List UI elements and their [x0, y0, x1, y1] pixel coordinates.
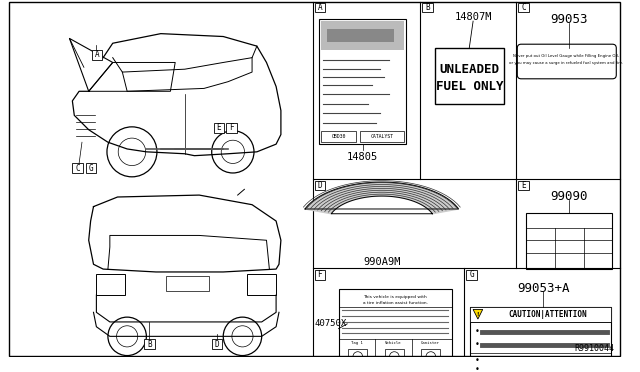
Text: CAUTION|ATTENTION: CAUTION|ATTENTION	[509, 310, 588, 319]
Bar	[360, 131, 404, 142]
Bar	[314, 270, 325, 280]
Bar	[435, 48, 504, 104]
Bar	[72, 163, 83, 173]
Bar	[339, 289, 452, 368]
Text: C: C	[521, 3, 526, 12]
Bar	[86, 163, 97, 173]
Text: •: •	[475, 356, 480, 365]
Text: Vehicle: Vehicle	[385, 341, 402, 345]
Text: OBD30: OBD30	[332, 134, 346, 139]
Bar	[319, 19, 406, 144]
Bar	[421, 349, 440, 364]
Text: E: E	[521, 181, 526, 190]
Text: F: F	[317, 270, 322, 279]
Text: C: C	[76, 164, 80, 173]
Text: 99090: 99090	[550, 190, 588, 203]
Text: UNLEADED: UNLEADED	[439, 63, 499, 76]
Text: Never put out Oil Level Gauge while Filling Engine Oil,: Never put out Oil Level Gauge while Fill…	[513, 54, 620, 58]
Text: 990A9M: 990A9M	[363, 257, 401, 267]
Bar	[247, 274, 276, 295]
Bar	[470, 307, 611, 372]
Text: D: D	[317, 181, 322, 190]
Text: 14805: 14805	[347, 152, 378, 162]
Polygon shape	[473, 310, 483, 319]
Bar	[226, 123, 237, 132]
Text: G: G	[89, 164, 93, 173]
Text: •: •	[475, 365, 480, 372]
Bar	[92, 50, 102, 60]
Bar	[327, 29, 394, 42]
Text: E: E	[216, 123, 221, 132]
Polygon shape	[305, 182, 459, 214]
Text: FUEL ONLY: FUEL ONLY	[435, 80, 503, 93]
Bar	[212, 339, 222, 349]
Bar	[470, 307, 611, 322]
Text: •: •	[475, 340, 480, 350]
Bar	[348, 349, 367, 364]
Text: B: B	[147, 340, 152, 349]
Text: 14807M: 14807M	[454, 12, 492, 22]
Text: G: G	[469, 270, 474, 279]
Bar	[518, 3, 529, 13]
Bar	[526, 213, 612, 269]
Polygon shape	[89, 62, 175, 91]
Text: A: A	[95, 50, 99, 59]
Text: B: B	[425, 3, 430, 12]
Text: •: •	[475, 327, 480, 336]
Text: 99053: 99053	[550, 13, 588, 26]
Bar	[314, 181, 325, 190]
Bar	[321, 131, 356, 142]
Text: This vehicle is equipped with: This vehicle is equipped with	[364, 295, 427, 299]
Text: F: F	[229, 123, 234, 132]
FancyBboxPatch shape	[517, 44, 616, 79]
Bar	[314, 3, 325, 13]
Text: Tag 1: Tag 1	[351, 341, 363, 345]
Bar	[97, 274, 125, 295]
Bar	[518, 181, 529, 190]
Bar	[145, 339, 155, 349]
Bar	[214, 123, 224, 132]
Text: or you may cause a surge in refueled fuel system and fire.: or you may cause a surge in refueled fue…	[509, 61, 623, 65]
Bar	[321, 21, 404, 50]
Text: 40750X: 40750X	[315, 319, 348, 328]
Text: D: D	[214, 340, 220, 349]
Text: R9910044: R9910044	[574, 344, 614, 353]
Bar	[467, 270, 477, 280]
Text: a tire inflation assist function.: a tire inflation assist function.	[363, 301, 428, 305]
Bar	[385, 349, 404, 364]
Text: 99053+A: 99053+A	[517, 282, 570, 295]
Bar	[422, 3, 433, 13]
Text: A: A	[317, 3, 322, 12]
Bar	[166, 276, 209, 291]
Text: Canister: Canister	[420, 341, 439, 345]
Text: !: !	[477, 312, 479, 317]
Text: CATALYST: CATALYST	[371, 134, 394, 139]
